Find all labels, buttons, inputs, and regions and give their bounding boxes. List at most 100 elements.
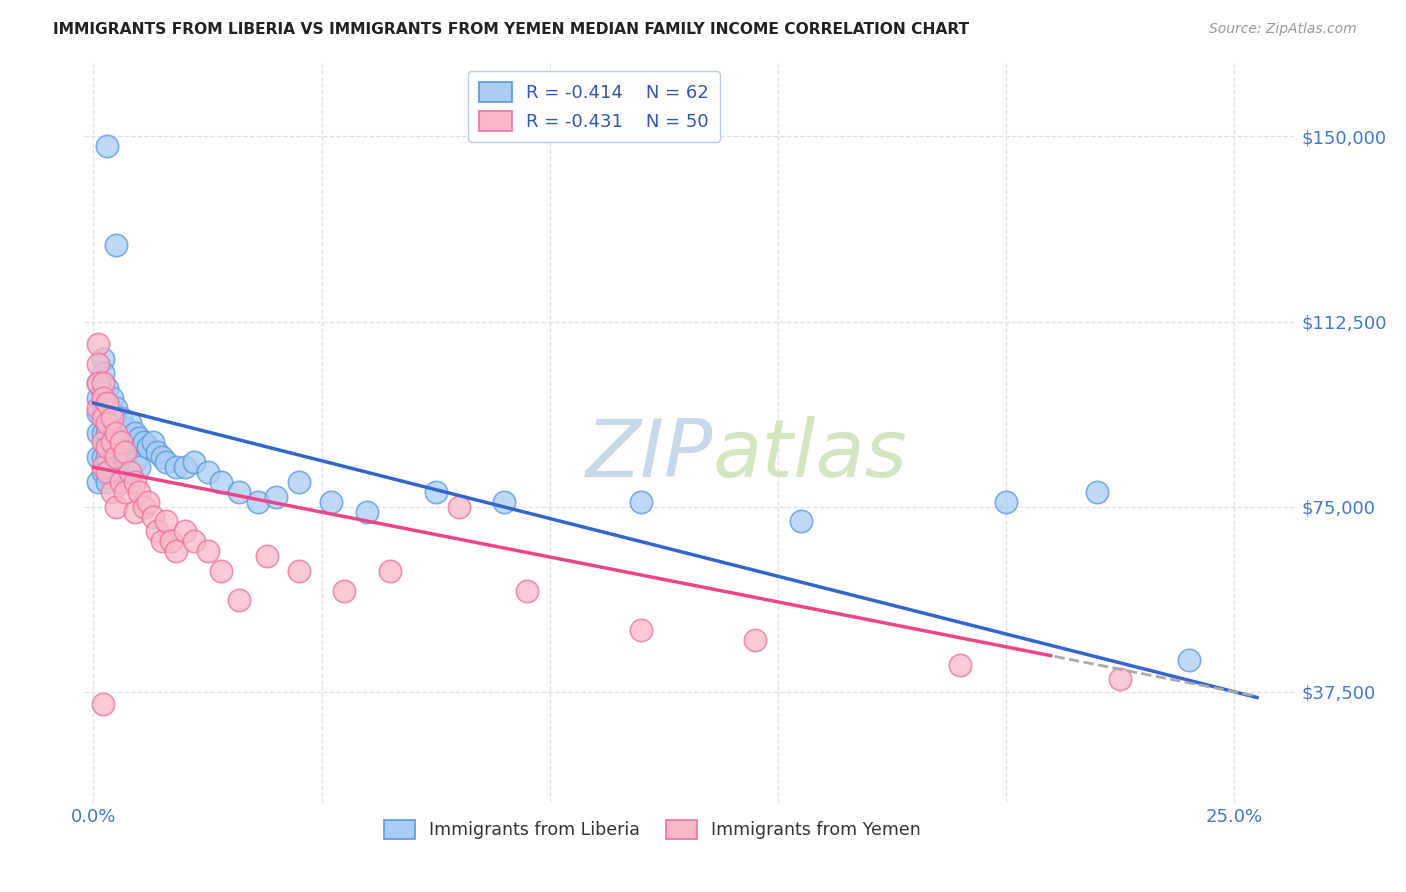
Point [91, 697, 114, 711]
Point [1109, 673, 1132, 687]
Text: ZIP: ZIP [586, 416, 713, 494]
Point [155, 515, 177, 529]
Point [96, 465, 118, 479]
Point [105, 450, 128, 465]
Point [87, 336, 110, 351]
Point [96, 416, 118, 430]
Point [246, 494, 269, 508]
Point [96, 425, 118, 440]
Point [118, 416, 141, 430]
Point [96, 401, 118, 415]
Point [91, 425, 114, 440]
Point [494, 494, 516, 508]
Point [87, 357, 110, 371]
Point [96, 139, 118, 153]
Point [1085, 484, 1108, 499]
Point [124, 455, 146, 469]
Point [110, 465, 132, 479]
Point [150, 534, 173, 549]
Point [288, 475, 311, 489]
Point [1177, 653, 1199, 667]
Point [333, 583, 356, 598]
Point [100, 391, 122, 405]
Point [356, 505, 378, 519]
Point [100, 460, 122, 475]
Point [516, 583, 538, 598]
Point [105, 425, 128, 440]
Point [118, 441, 141, 455]
Point [105, 401, 128, 415]
Point [173, 460, 195, 475]
Text: atlas: atlas [713, 416, 908, 494]
Point [110, 435, 132, 450]
Point [142, 435, 165, 450]
Point [228, 593, 250, 607]
Point [165, 460, 187, 475]
Point [91, 406, 114, 420]
Point [630, 623, 652, 637]
Point [110, 410, 132, 425]
Point [132, 435, 155, 450]
Point [136, 441, 159, 455]
Point [124, 505, 146, 519]
Point [288, 564, 311, 578]
Point [183, 534, 205, 549]
Point [91, 435, 114, 450]
Point [173, 524, 195, 539]
Point [132, 500, 155, 514]
Point [209, 475, 232, 489]
Point [105, 500, 128, 514]
Point [91, 351, 114, 366]
Point [118, 465, 141, 479]
Point [100, 435, 122, 450]
Point [110, 475, 132, 489]
Legend: Immigrants from Liberia, Immigrants from Yemen: Immigrants from Liberia, Immigrants from… [377, 813, 928, 846]
Point [105, 238, 128, 252]
Point [91, 391, 114, 405]
Point [197, 465, 219, 479]
Point [160, 534, 183, 549]
Point [105, 450, 128, 465]
Point [124, 425, 146, 440]
Point [96, 441, 118, 455]
Point [114, 450, 136, 465]
Point [96, 450, 118, 465]
Point [96, 381, 118, 395]
Point [110, 435, 132, 450]
Point [91, 386, 114, 401]
Point [264, 490, 287, 504]
Point [319, 494, 342, 508]
Point [136, 494, 159, 508]
Point [87, 376, 110, 391]
Point [447, 500, 470, 514]
Text: Source: ZipAtlas.com: Source: ZipAtlas.com [1209, 22, 1357, 37]
Text: IMMIGRANTS FROM LIBERIA VS IMMIGRANTS FROM YEMEN MEDIAN FAMILY INCOME CORRELATIO: IMMIGRANTS FROM LIBERIA VS IMMIGRANTS FR… [53, 22, 970, 37]
Point [155, 455, 177, 469]
Point [150, 450, 173, 465]
Point [87, 391, 110, 405]
Point [128, 484, 150, 499]
Point [630, 494, 652, 508]
Point [118, 475, 141, 489]
Point [209, 564, 232, 578]
Point [128, 460, 150, 475]
Point [96, 475, 118, 489]
Point [165, 544, 187, 558]
Point [995, 494, 1018, 508]
Point [91, 450, 114, 465]
Point [128, 431, 150, 445]
Point [114, 445, 136, 459]
Point [114, 420, 136, 434]
Point [87, 376, 110, 391]
Point [87, 475, 110, 489]
Point [378, 564, 401, 578]
Point [91, 460, 114, 475]
Point [87, 425, 110, 440]
Point [100, 484, 122, 499]
Point [114, 484, 136, 499]
Point [425, 484, 447, 499]
Point [91, 465, 114, 479]
Point [87, 450, 110, 465]
Point [183, 455, 205, 469]
Point [96, 396, 118, 410]
